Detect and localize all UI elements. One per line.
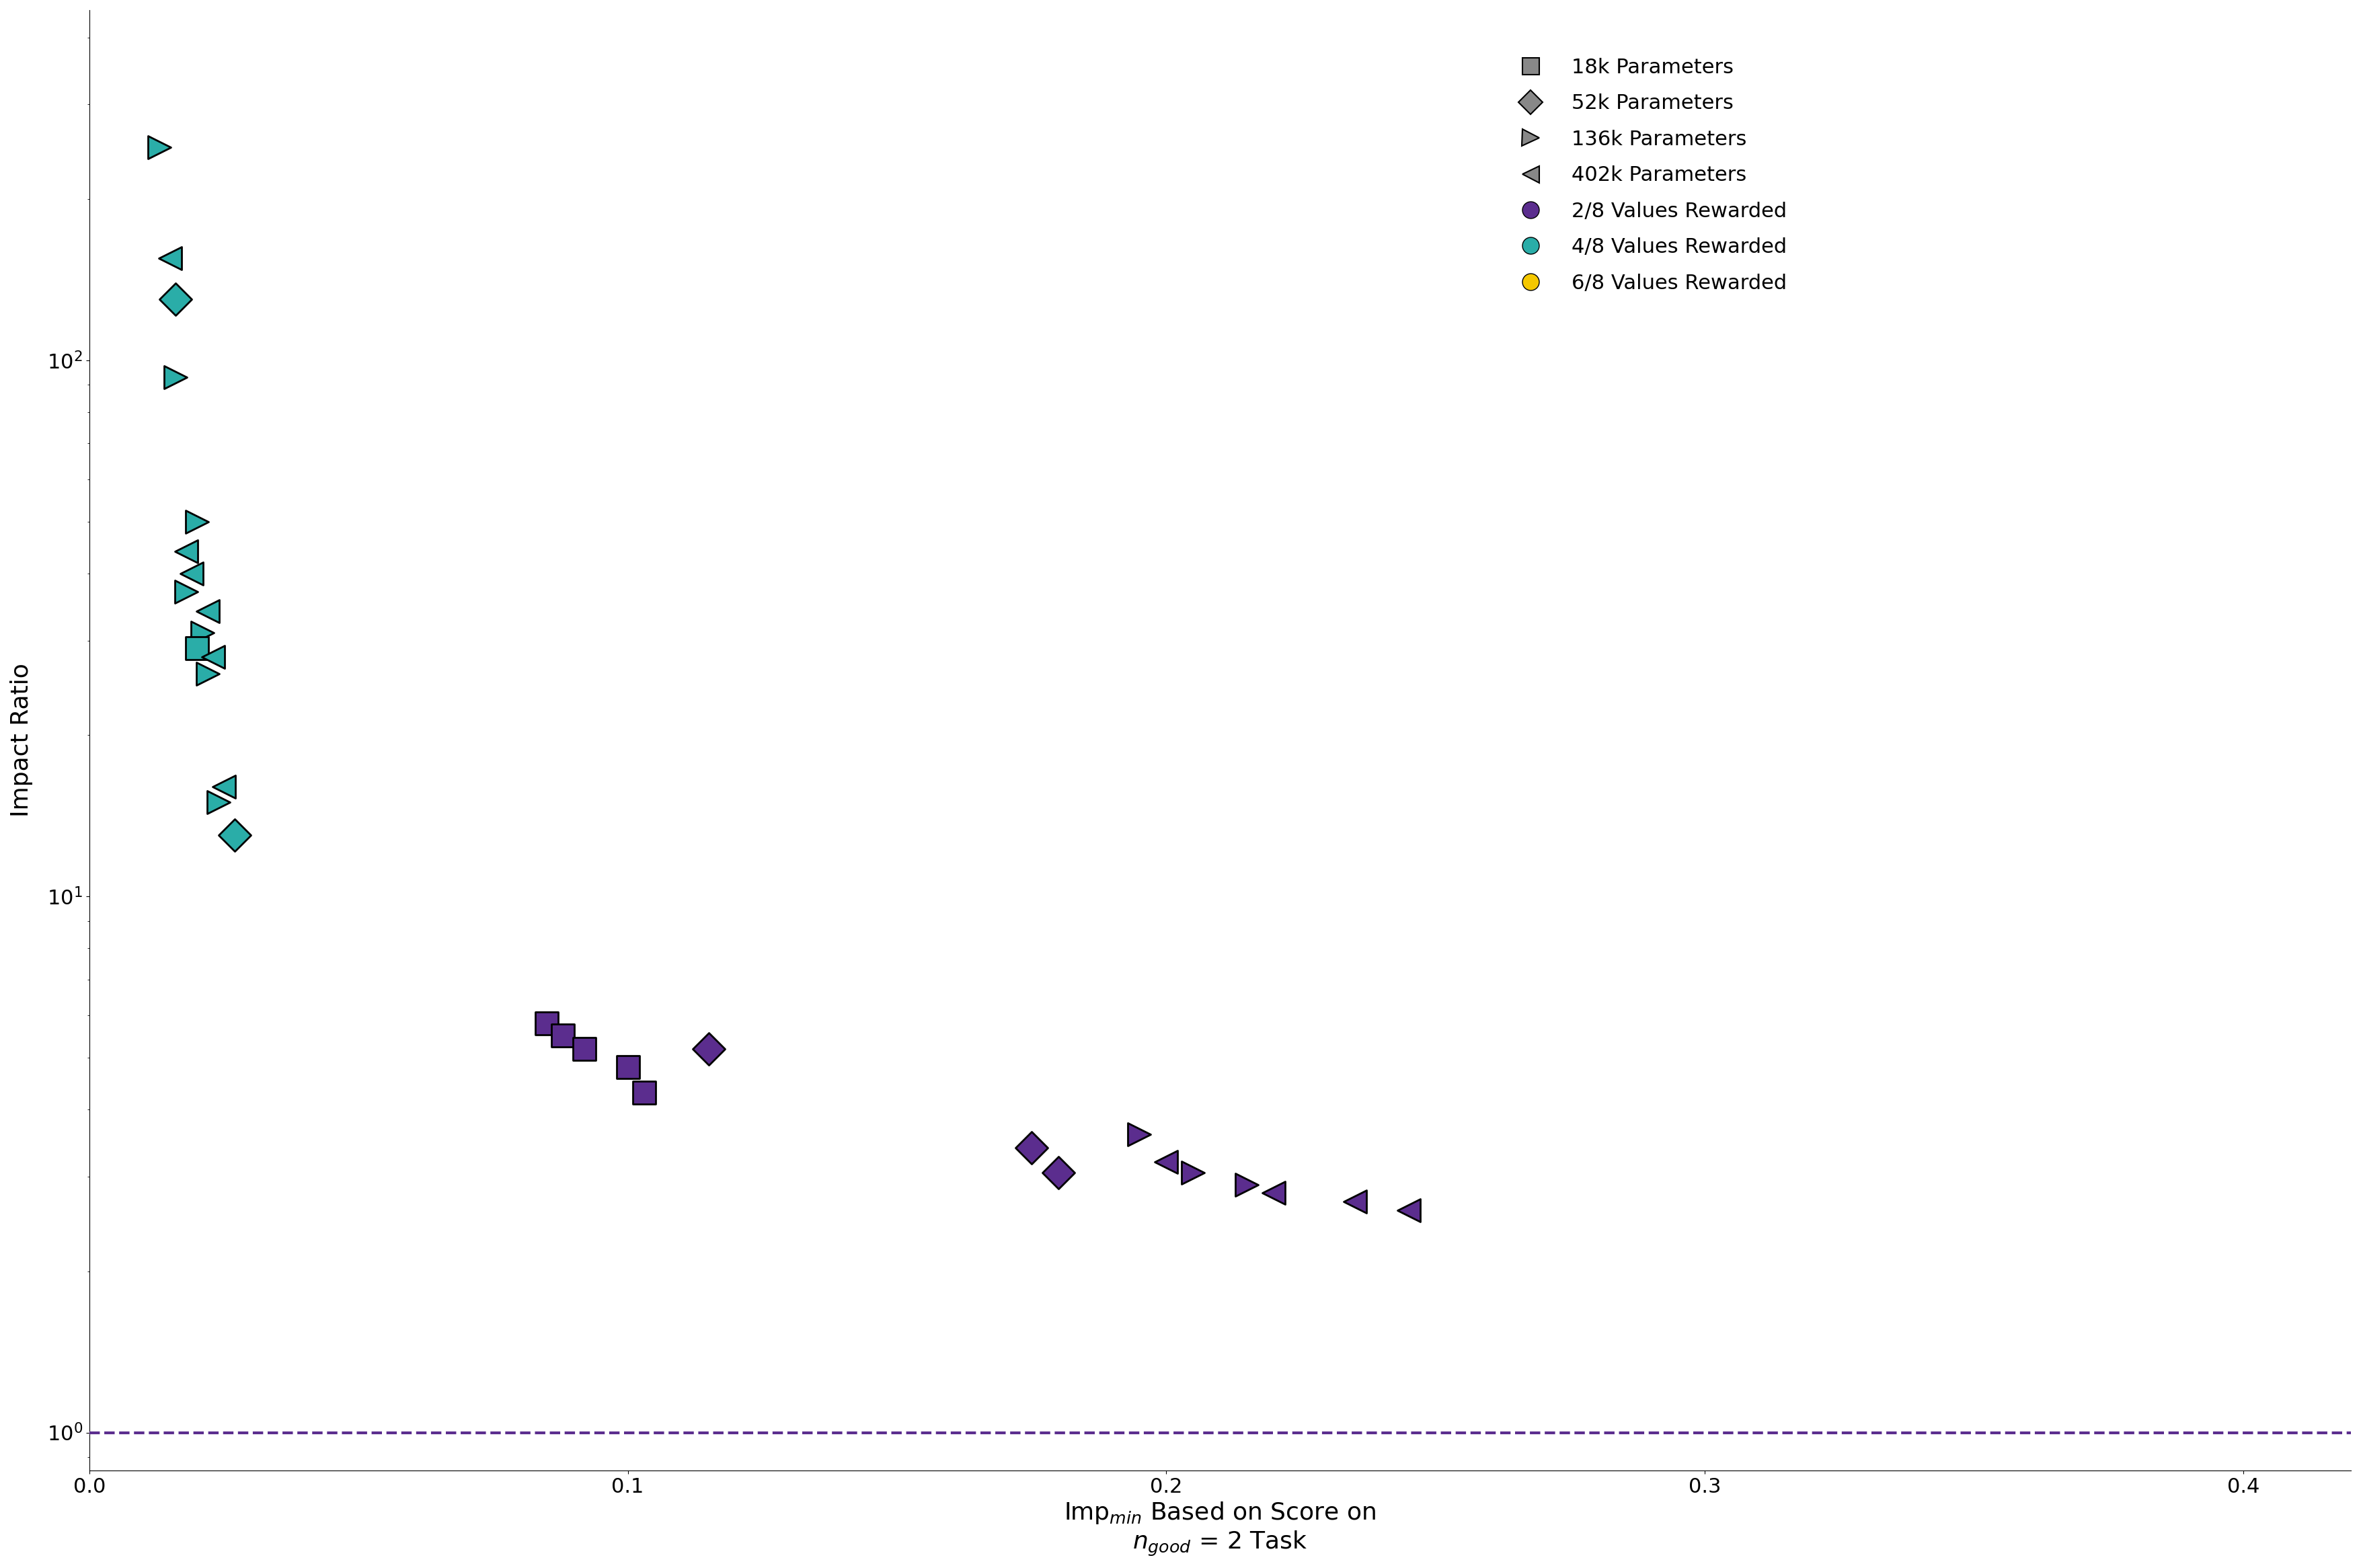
Point	[172, 561, 210, 586]
Point	[1147, 1149, 1185, 1174]
Point	[1173, 1160, 1211, 1185]
Point	[215, 823, 253, 848]
Point	[168, 539, 205, 564]
Legend: 18k Parameters, 52k Parameters, 136k Parameters, 402k Parameters, 2/8 Values Rew: 18k Parameters, 52k Parameters, 136k Par…	[1502, 50, 1794, 301]
Point	[194, 644, 231, 670]
Point	[1256, 1181, 1294, 1206]
Point	[1228, 1173, 1265, 1198]
Point	[529, 1011, 567, 1036]
Point	[545, 1022, 583, 1047]
Point	[626, 1080, 663, 1105]
Point	[177, 637, 215, 662]
Point	[1336, 1189, 1374, 1214]
Point	[1121, 1121, 1159, 1146]
Point	[156, 365, 194, 390]
Point	[156, 287, 194, 312]
Point	[201, 789, 238, 814]
Point	[1391, 1198, 1428, 1223]
Point	[1039, 1160, 1077, 1185]
Point	[139, 135, 177, 160]
Point	[567, 1036, 604, 1062]
Point	[189, 662, 227, 687]
Point	[1013, 1135, 1051, 1160]
Point	[151, 246, 189, 271]
X-axis label: Imp$_{\mathit{min}}$ Based on Score on
$n_{\mathit{good}}$ = 2 Task: Imp$_{\mathit{min}}$ Based on Score on $…	[1065, 1501, 1376, 1559]
Point	[689, 1036, 727, 1062]
Y-axis label: Impact Ratio: Impact Ratio	[9, 663, 33, 817]
Point	[184, 621, 222, 646]
Point	[609, 1055, 647, 1080]
Point	[205, 775, 243, 800]
Point	[168, 579, 205, 604]
Point	[177, 510, 215, 535]
Point	[189, 599, 227, 624]
